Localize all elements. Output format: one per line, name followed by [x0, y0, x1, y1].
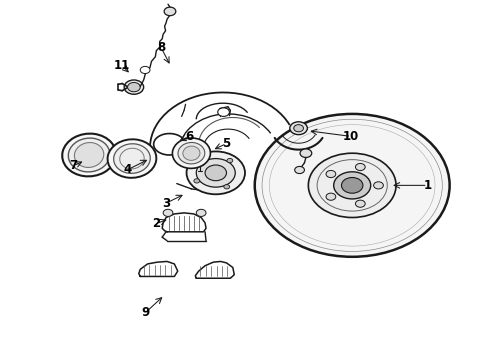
Circle shape [140, 66, 150, 73]
Text: 5: 5 [222, 137, 231, 150]
Text: 7: 7 [70, 159, 77, 172]
Circle shape [334, 172, 371, 199]
Circle shape [196, 158, 235, 187]
Circle shape [124, 80, 144, 94]
Ellipse shape [68, 138, 110, 172]
Ellipse shape [62, 134, 116, 176]
Text: 9: 9 [141, 306, 149, 319]
Circle shape [326, 170, 336, 177]
Ellipse shape [74, 143, 104, 167]
Text: 1: 1 [424, 179, 432, 192]
Ellipse shape [114, 144, 150, 174]
Circle shape [127, 82, 140, 92]
Circle shape [300, 149, 312, 157]
Circle shape [308, 153, 396, 217]
Text: 6: 6 [185, 130, 193, 143]
Circle shape [205, 165, 226, 181]
Circle shape [187, 152, 245, 194]
Circle shape [224, 185, 230, 189]
Text: 2: 2 [152, 217, 160, 230]
Text: 4: 4 [123, 163, 131, 176]
Circle shape [196, 209, 206, 216]
Text: 10: 10 [343, 130, 359, 143]
Circle shape [290, 122, 307, 135]
Ellipse shape [178, 143, 205, 164]
Circle shape [218, 108, 229, 116]
Circle shape [163, 209, 173, 216]
Circle shape [326, 193, 336, 200]
Circle shape [294, 166, 304, 174]
Circle shape [374, 182, 383, 189]
Circle shape [196, 159, 204, 166]
Circle shape [199, 158, 205, 163]
Circle shape [342, 177, 363, 193]
Ellipse shape [108, 139, 156, 178]
Text: 3: 3 [162, 197, 170, 210]
Circle shape [227, 158, 233, 163]
Text: 11: 11 [114, 59, 130, 72]
Circle shape [255, 114, 450, 257]
Circle shape [355, 163, 365, 171]
Ellipse shape [172, 138, 210, 168]
Text: 8: 8 [157, 41, 165, 54]
Circle shape [164, 7, 176, 16]
Ellipse shape [183, 146, 200, 160]
Circle shape [355, 200, 365, 207]
Circle shape [194, 179, 200, 183]
Circle shape [294, 125, 303, 132]
